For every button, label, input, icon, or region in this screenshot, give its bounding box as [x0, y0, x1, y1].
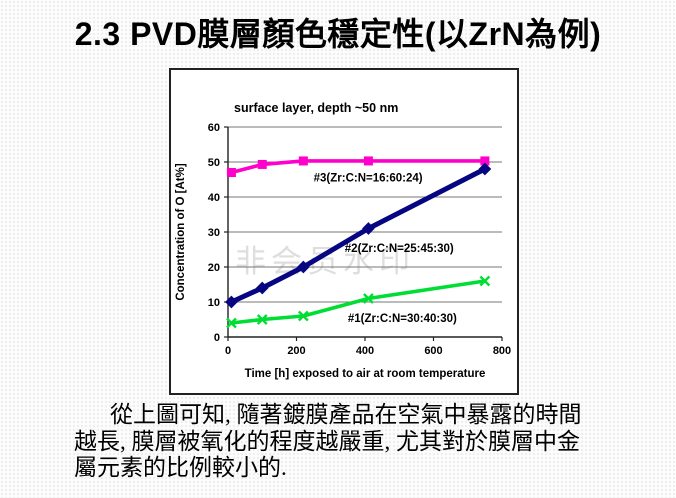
watermark-text: 非会员水印	[235, 244, 415, 279]
chart-frame: 非会员水印 0 10 20 30 40 50 60 0 200 400 600 800 surface …	[169, 68, 519, 395]
series-1-marker	[257, 159, 267, 169]
series-2-marker	[255, 281, 269, 295]
x-tick-label: 400	[356, 345, 374, 357]
series-1-marker	[226, 168, 236, 177]
y-tick-label: 50	[208, 157, 220, 169]
x-tick-label: 600	[424, 345, 442, 357]
x-tick-label: 200	[287, 345, 305, 357]
series-1-marker	[480, 156, 490, 166]
series-3-marker	[363, 293, 374, 304]
series-3-annotation: #1(Zr:C:N=30:40:30)	[348, 313, 457, 325]
series-2-marker	[296, 260, 310, 274]
series-1-marker	[298, 156, 308, 166]
series-3-marker	[298, 310, 309, 322]
slide-title: 2.3 PVD膜層顏色穩定性(以ZrN為例)	[74, 16, 602, 52]
series-3-marker	[226, 317, 237, 329]
series-3-marker	[479, 275, 491, 287]
series-1-annotation: #3(Zr:C:N=16:60:24)	[314, 172, 423, 184]
x-tick-label: 0	[225, 345, 231, 357]
y-tick-label: 0	[214, 332, 220, 344]
y-axis-label: Concentration of O [At%]	[175, 163, 187, 301]
series-2-marker	[362, 222, 375, 235]
series-1-marker	[363, 156, 373, 166]
conclusion-text: 從上圖可知, 隨著鍍膜產品在空氣中暴露的時間 越長, 膜層被氧化的程度越嚴重, …	[74, 402, 582, 480]
x-tick-label: 800	[493, 345, 511, 357]
y-tick-label: 60	[208, 122, 220, 134]
series-2-marker	[478, 162, 492, 176]
series-3-marker	[256, 314, 268, 325]
y-tick-label: 10	[208, 297, 220, 309]
y-tick-label: 20	[208, 262, 220, 274]
y-tick-label: 30	[208, 227, 220, 239]
x-axis-label: Time [h] exposed to air at room temperat…	[245, 368, 486, 380]
series-1-line	[230, 159, 485, 175]
series-2-annotation: #2(Zr:C:N=25:45:30)	[345, 243, 454, 255]
series-2-line	[230, 166, 487, 305]
y-tick-label: 40	[208, 192, 220, 204]
chart-title: surface layer, depth ~50 nm	[234, 101, 398, 115]
